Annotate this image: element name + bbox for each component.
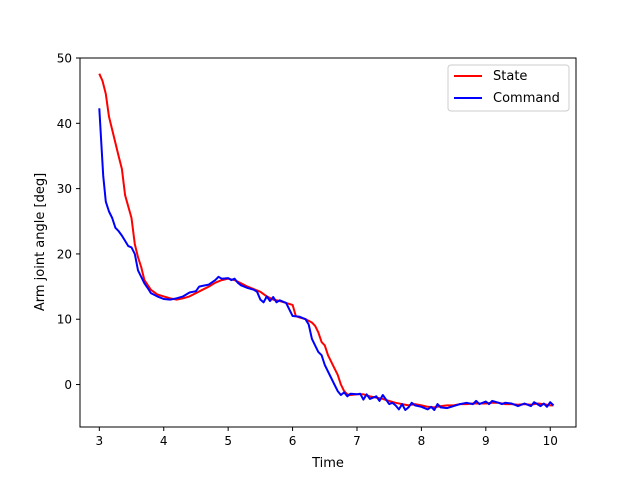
legend-label-command: Command xyxy=(493,91,560,106)
y-axis-ticks: 0 10 20 30 40 50 xyxy=(57,52,80,392)
y-tick-label: 30 xyxy=(57,182,72,196)
x-axis-label: Time xyxy=(311,456,344,471)
y-axis-label: Arm joint angle [deg] xyxy=(33,173,48,311)
x-tick-label: 3 xyxy=(96,434,104,448)
x-tick-label: 10 xyxy=(543,434,558,448)
y-tick-label: 50 xyxy=(57,52,72,66)
plot-area xyxy=(80,58,576,427)
series-line-state xyxy=(98,73,554,409)
x-tick-label: 5 xyxy=(224,434,232,448)
axes-frame xyxy=(79,57,577,428)
y-tick-label: 20 xyxy=(57,247,72,261)
x-tick-label: 4 xyxy=(160,434,168,448)
x-tick-label: 8 xyxy=(418,434,426,448)
series-line-command xyxy=(98,108,555,411)
legend: State Command xyxy=(447,64,570,112)
x-axis-ticks: 3 4 5 6 7 8 9 10 xyxy=(96,427,558,448)
series-layer xyxy=(98,73,555,411)
legend-label-state: State xyxy=(493,69,527,84)
y-tick-label: 0 xyxy=(64,378,72,392)
y-tick-label: 40 xyxy=(57,117,72,131)
x-tick-label: 6 xyxy=(289,434,297,448)
x-tick-label: 7 xyxy=(353,434,361,448)
x-tick-label: 9 xyxy=(482,434,490,448)
y-tick-label: 10 xyxy=(57,313,72,327)
